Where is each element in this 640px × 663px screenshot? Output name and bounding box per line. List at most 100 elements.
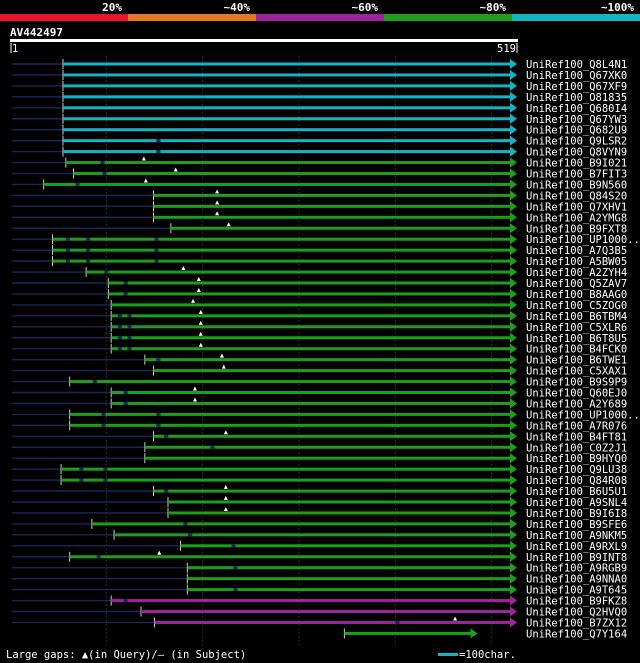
subject-gap <box>104 270 109 274</box>
hit-aligned-bar <box>62 128 510 132</box>
hit-row: UniRef100_B9I6I8 <box>12 506 627 520</box>
hit-aligned-bar <box>62 150 510 154</box>
hit-end-arrow <box>510 168 517 179</box>
hit-label: UniRef100_B9SFE6 <box>526 519 627 531</box>
query-gap-marker <box>226 222 231 227</box>
subject-gap <box>156 150 161 154</box>
footer: Large gaps: ▲(in Query)/– (in Subject) =… <box>6 649 516 661</box>
hit-end-arrow <box>510 486 517 497</box>
hit-end-arrow <box>510 518 517 529</box>
hit-aligned-bar <box>69 412 510 416</box>
hit-row: UniRef100_A7Q3B5 <box>12 245 627 257</box>
hit-end-arrow <box>510 80 517 91</box>
query-gap-marker <box>215 200 220 205</box>
hit-aligned-bar <box>69 380 510 384</box>
hit-aligned-bar <box>153 204 510 208</box>
hit-end-arrow <box>510 299 517 310</box>
hit-end-arrow <box>510 540 517 551</box>
query-gap-marker <box>223 506 228 511</box>
hit-end-arrow <box>510 497 517 507</box>
hit-row: UniRef100_A9RXL9 <box>12 540 627 553</box>
legend-segment-3 <box>256 14 384 21</box>
hit-row: UniRef100_B7ZX12 <box>12 616 627 629</box>
hit-end-arrow <box>510 201 517 212</box>
query-gap-marker <box>198 320 203 325</box>
hit-label: UniRef100_B4FT81 <box>526 431 627 443</box>
subject-gap <box>127 314 132 318</box>
hit-label: UniRef100_B9S9P9 <box>526 377 627 389</box>
legend-label-4: ~80% <box>480 1 507 14</box>
hit-label: UniRef100_B6TWE1 <box>526 355 627 367</box>
hit-label: UniRef100_A9SNL4 <box>526 497 627 509</box>
hit-label: UniRef100_A5BW05 <box>526 256 627 268</box>
hit-aligned-bar <box>114 533 511 537</box>
hit-label: UniRef100_A7R076 <box>526 420 627 432</box>
hit-end-arrow <box>510 146 517 157</box>
hit-label: UniRef100_B9FXT8 <box>526 223 627 235</box>
subject-gap <box>156 358 161 362</box>
hit-aligned-bar <box>86 270 510 274</box>
hit-row: UniRef100_UP1000.. <box>12 234 640 246</box>
hit-end-arrow <box>510 387 517 398</box>
hit-end-arrow <box>510 584 517 595</box>
hit-end-arrow <box>510 551 517 562</box>
hit-label: UniRef100_A2Y689 <box>526 398 627 410</box>
hit-row: UniRef100_Q67YW3 <box>12 113 627 126</box>
hit-row: UniRef100_C5ZOG0 <box>12 298 627 312</box>
hit-aligned-bar <box>52 248 510 252</box>
hit-row: UniRef100_B6U5U1 <box>12 485 627 498</box>
query-end-label: 519 <box>497 43 516 55</box>
hit-aligned-bar <box>62 95 510 99</box>
hit-end-arrow <box>510 507 517 518</box>
hit-end-arrow <box>510 376 517 387</box>
legend-segment-1 <box>0 14 128 21</box>
hit-label: UniRef100_B7ZX12 <box>526 617 627 629</box>
hit-row: UniRef100_Q67XK0 <box>12 69 627 82</box>
subject-gap <box>233 588 238 592</box>
hit-label: UniRef100_A9T645 <box>526 585 627 597</box>
hit-row: UniRef100_UP1000.. <box>12 409 640 421</box>
hit-aligned-bar <box>62 117 510 121</box>
hit-aligned-bar <box>69 423 510 427</box>
hit-row: UniRef100_B6T8U5 <box>12 331 627 345</box>
subject-gap <box>127 336 132 340</box>
query-gap-marker <box>219 353 224 358</box>
legend-segment-2 <box>128 14 256 21</box>
subject-gap <box>156 412 161 416</box>
hit-aligned-bar <box>111 336 510 340</box>
subject-gap <box>117 347 122 351</box>
legend-segment-4 <box>384 14 512 21</box>
query-gap-marker <box>192 386 197 391</box>
hit-label: UniRef100_Q8VYN9 <box>526 147 627 159</box>
hit-label: UniRef100_B6U5U1 <box>526 486 627 498</box>
hit-row: UniRef100_A7R076 <box>12 420 627 432</box>
subject-gap <box>210 445 215 449</box>
scale-bar <box>438 653 458 656</box>
hit-aligned-bar <box>111 347 510 351</box>
hit-label: UniRef100_A2YMG8 <box>526 212 627 224</box>
subject-gap <box>117 314 122 318</box>
hit-row: UniRef100_B4FT81 <box>12 430 627 443</box>
hit-label: UniRef100_B9HYQ0 <box>526 453 627 465</box>
hit-row: UniRef100_B9INT8 <box>12 550 627 564</box>
hit-label: UniRef100_Q8L4N1 <box>526 59 627 71</box>
hit-label: UniRef100_B4FCK0 <box>526 344 627 356</box>
subject-gap <box>123 599 128 603</box>
subject-gap <box>154 237 159 241</box>
hit-aligned-bar <box>153 369 510 373</box>
hit-row: UniRef100_Q84R08 <box>12 475 627 487</box>
hit-label: UniRef100_Q84S20 <box>526 190 627 202</box>
hit-label: UniRef100_A9NKM5 <box>526 530 627 542</box>
hit-label: UniRef100_B8AAG0 <box>526 289 627 301</box>
hit-aligned-bar <box>187 566 510 570</box>
hit-row: UniRef100_Q682U9 <box>12 124 627 137</box>
hit-aligned-bar <box>167 500 510 504</box>
hit-row: UniRef100_Q60EJ0 <box>12 386 627 400</box>
hit-aligned-bar <box>187 588 510 592</box>
subject-gap <box>102 172 107 175</box>
hit-aligned-bar <box>62 84 510 88</box>
hit-aligned-bar <box>111 401 510 405</box>
hit-row: UniRef100_B9SFE6 <box>12 518 627 531</box>
hit-row: UniRef100_Q9LU38 <box>12 464 627 476</box>
hit-aligned-bar <box>153 215 510 219</box>
